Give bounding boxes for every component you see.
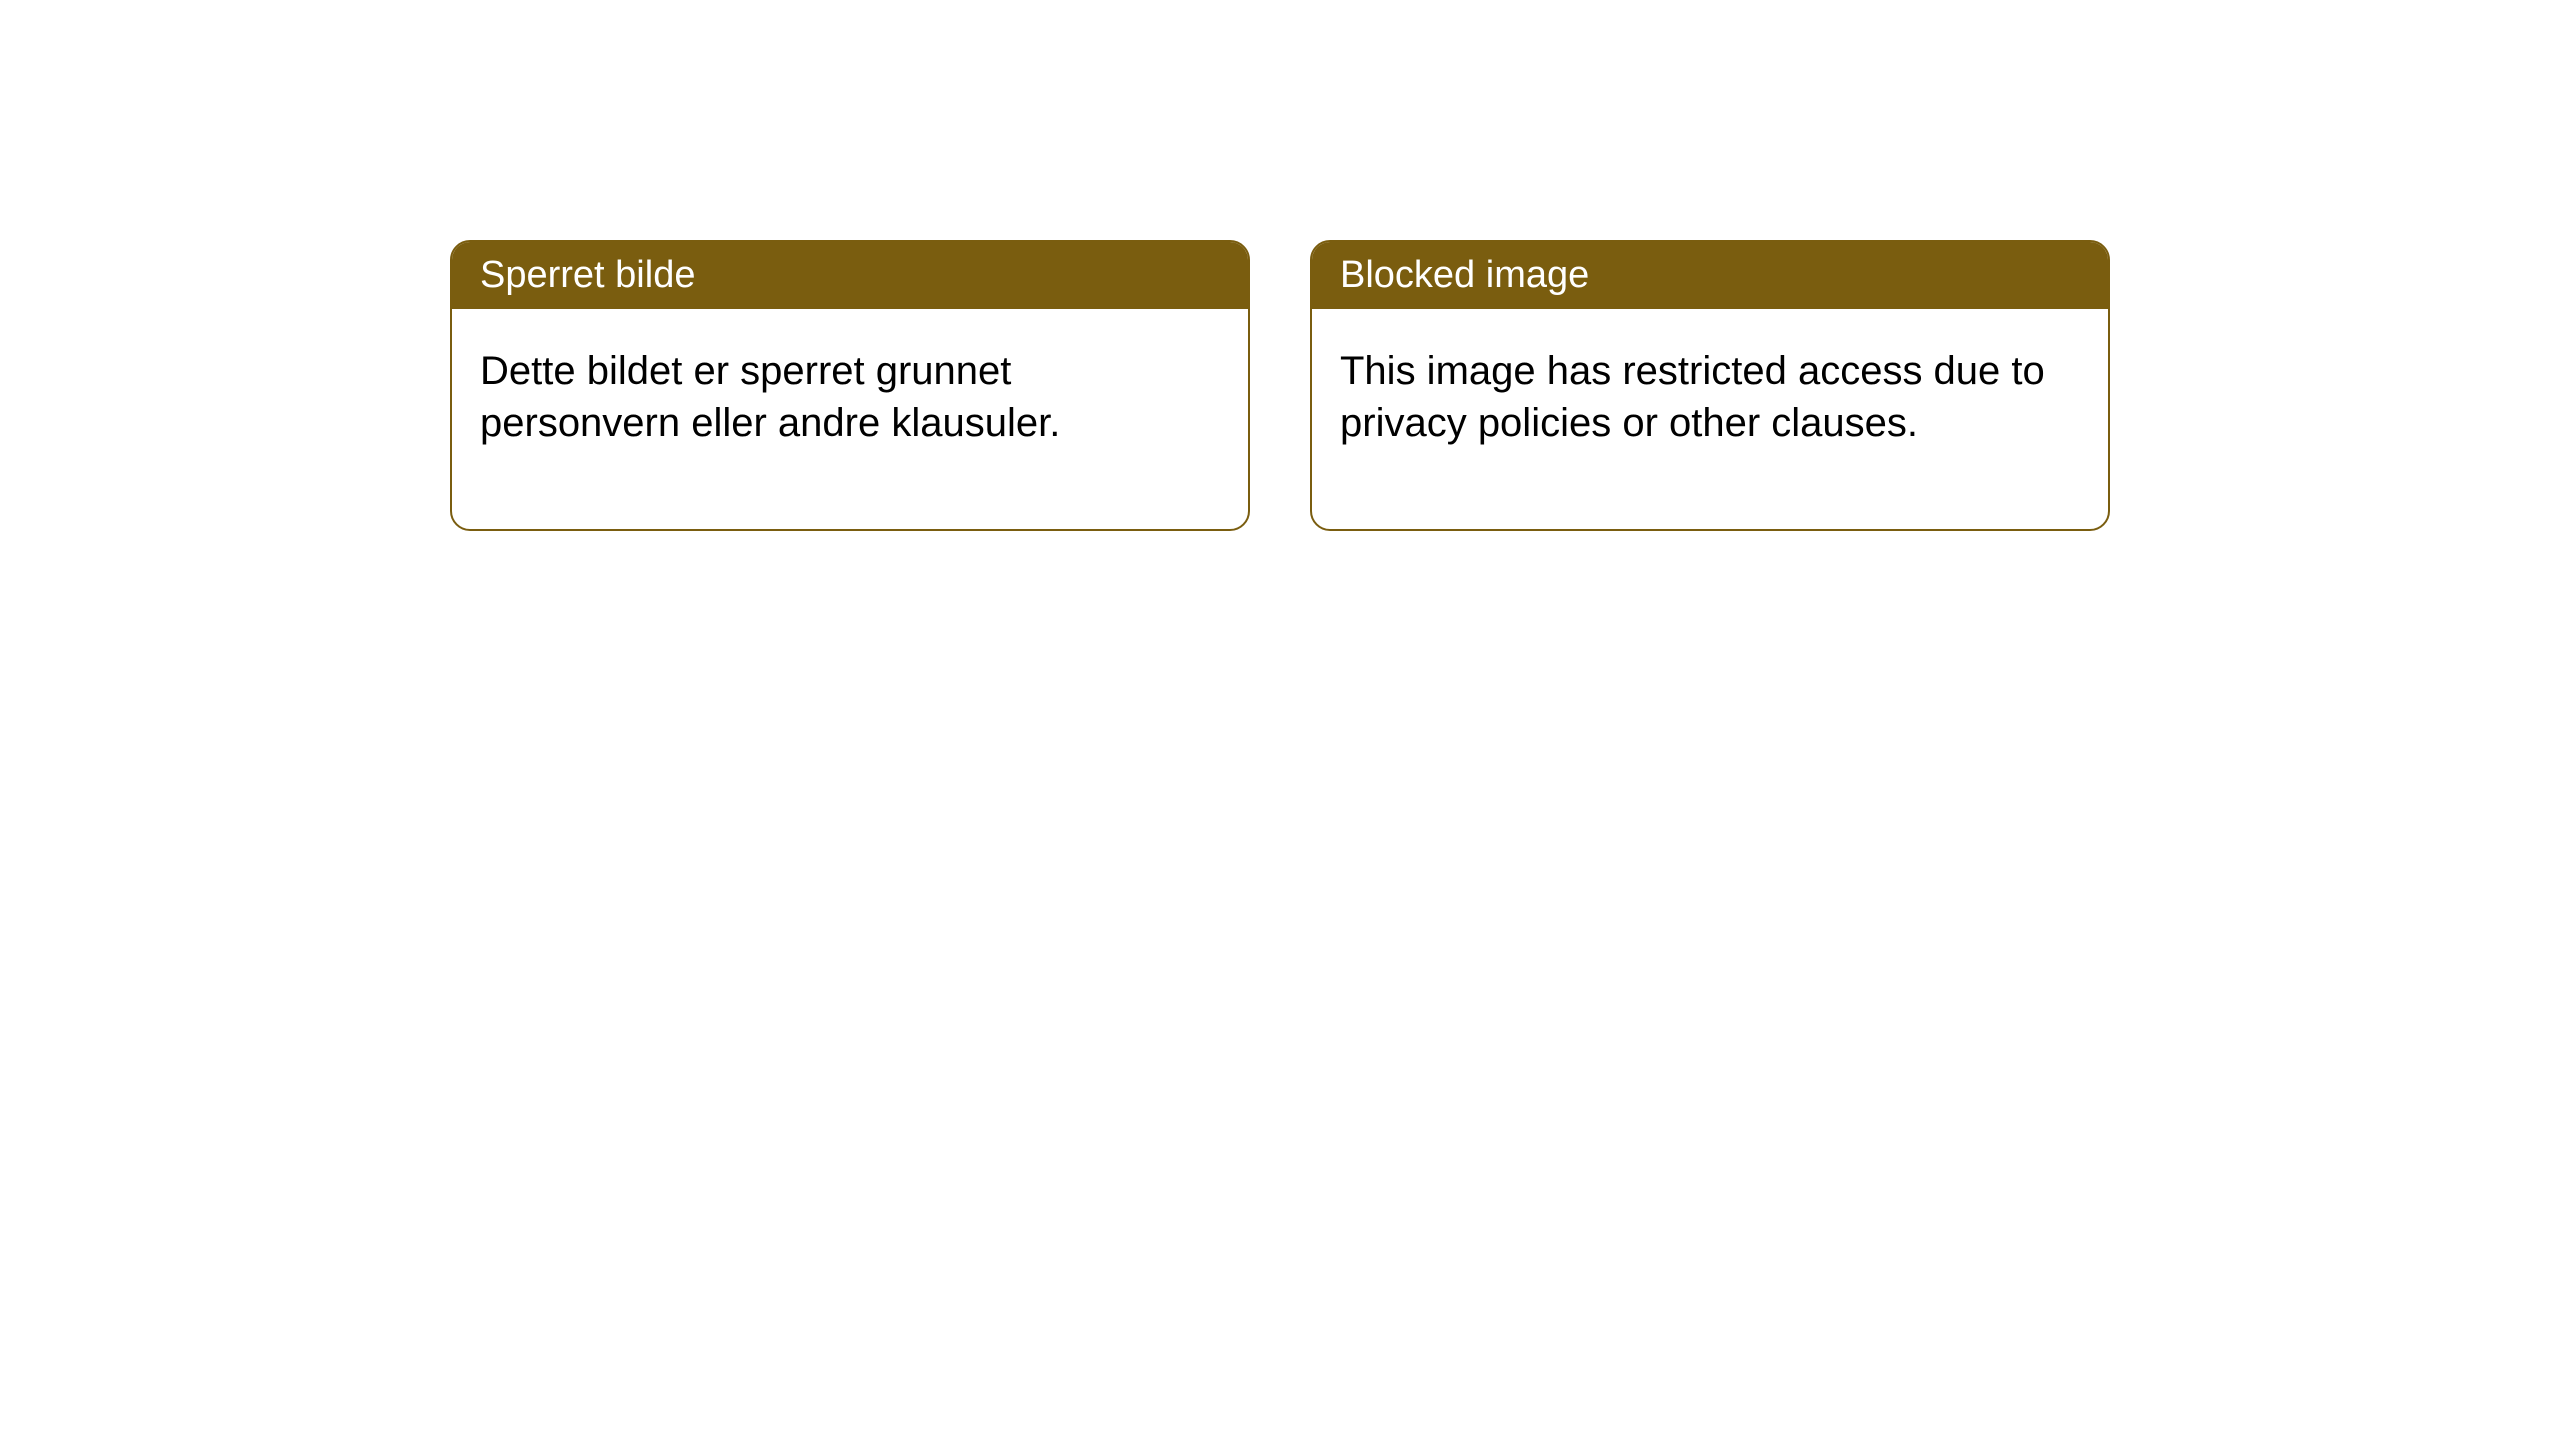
card-body-en: This image has restricted access due to … (1312, 309, 2108, 529)
card-header-en: Blocked image (1312, 242, 2108, 309)
card-header-no: Sperret bilde (452, 242, 1248, 309)
card-body-text-no: Dette bildet er sperret grunnet personve… (480, 349, 1060, 445)
card-title-no: Sperret bilde (480, 254, 695, 296)
blocked-image-card-en: Blocked image This image has restricted … (1310, 240, 2110, 531)
card-body-no: Dette bildet er sperret grunnet personve… (452, 309, 1248, 529)
card-title-en: Blocked image (1340, 254, 1589, 296)
card-body-text-en: This image has restricted access due to … (1340, 349, 2045, 445)
blocked-image-card-no: Sperret bilde Dette bildet er sperret gr… (450, 240, 1250, 531)
cards-container: Sperret bilde Dette bildet er sperret gr… (0, 0, 2560, 531)
